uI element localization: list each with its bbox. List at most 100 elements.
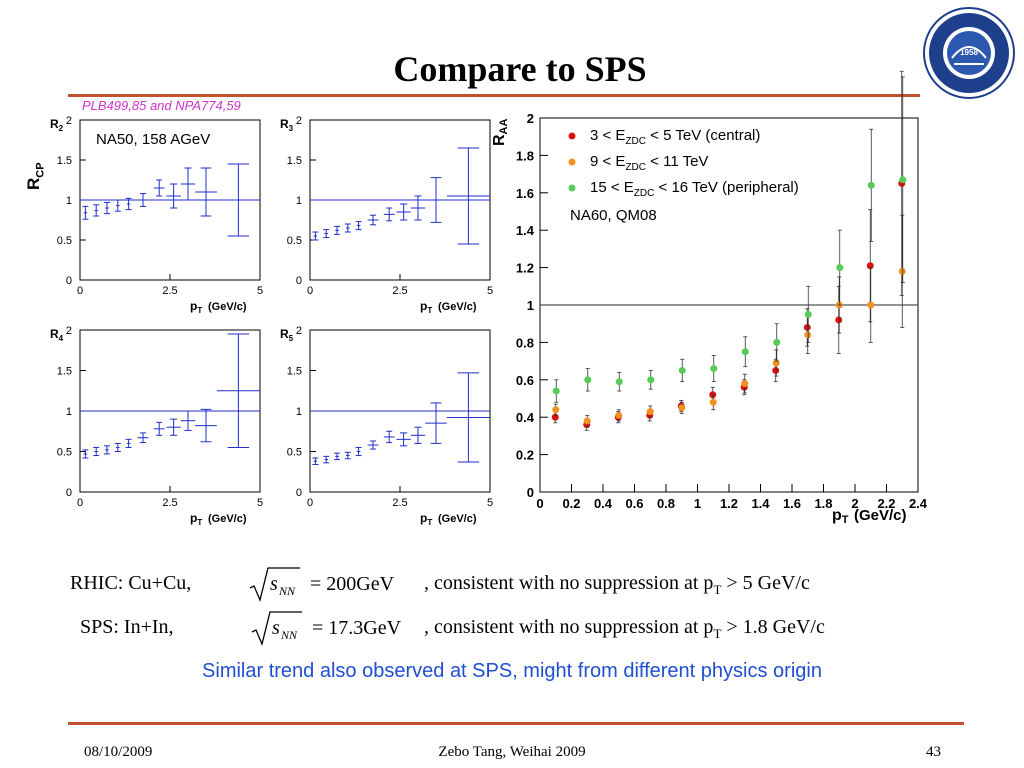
data-point (93, 204, 100, 217)
data-point (153, 179, 165, 197)
y-axis-label: R3 (280, 117, 294, 133)
data-point (137, 193, 149, 207)
data-point (367, 440, 379, 450)
x-tick-label: 2.5 (162, 285, 177, 297)
data-point (125, 197, 132, 211)
x-tick-label: 0.2 (562, 496, 580, 511)
data-point (710, 365, 718, 373)
y-tick-label: 0.5 (287, 447, 302, 459)
data-point (367, 214, 379, 226)
legend-entry: 3 < EZDC < 5 TeV (central) (590, 127, 760, 147)
legend-marker (568, 184, 576, 192)
data-point (180, 410, 196, 431)
data-point (312, 457, 319, 465)
data-point (216, 163, 260, 237)
data-point (615, 378, 623, 386)
x-tick-label: 0.4 (594, 496, 613, 511)
panel-r2: 0 0.5 1 1.5 2 0 2.5 5 R2 pT (GeV/c) NA50, 158 AGeV (50, 115, 263, 315)
data-point (584, 376, 592, 384)
legend-marker (568, 132, 576, 140)
data-point (93, 446, 100, 457)
data-point (195, 408, 217, 443)
y-tick-label: 1.5 (287, 155, 302, 167)
x-tick-label: 1 (694, 496, 701, 511)
data-point (334, 225, 340, 235)
x-tick-label: 1.6 (783, 496, 801, 511)
data-point (446, 372, 490, 463)
data-point (615, 411, 623, 419)
x-axis-label-p: pT (190, 299, 202, 315)
x-axis-label-p: pT (420, 511, 432, 527)
sps-conclusion: , consistent with no suppression at pT >… (424, 616, 825, 642)
y-tick-label: 2 (527, 111, 534, 126)
x-tick-label: 0 (77, 285, 83, 297)
data-point (803, 323, 811, 331)
panel-raa: 0 0.2 0.4 0.6 0.8 1 1.2 1.4 1.6 1.8 2 0 0.2 0.4 0.6 0.8… (491, 70, 928, 526)
legend-entry: 9 < EZDC < 11 TeV (590, 153, 708, 173)
slide-title: Compare to SPS (393, 49, 647, 89)
data-point (678, 366, 686, 374)
y-tick-label: 0.6 (516, 373, 534, 388)
x-tick-label: 5 (487, 285, 493, 297)
y-tick-label: 0 (66, 487, 72, 499)
y-axis-label: R5 (280, 327, 294, 343)
y-tick-label: 1.4 (516, 223, 535, 238)
x-tick-label: 5 (257, 497, 263, 509)
x-tick-label: 0 (307, 497, 313, 509)
y-tick-label: 0.5 (57, 447, 72, 459)
panel-annotation: NA60, QM08 (570, 207, 657, 224)
rhic-sqrt-nn: NN (278, 584, 296, 598)
rhic-line: RHIC: Cu+Cu, (70, 572, 191, 595)
logo-year: 1958 (960, 48, 978, 57)
y-tick-label: 1 (296, 195, 302, 207)
data-point (678, 404, 686, 412)
series-0 (551, 70, 906, 431)
x-tick-label: 2 (851, 496, 858, 511)
data-point (180, 167, 196, 201)
x-axis-label-unit: (GeV/c) (438, 301, 477, 313)
series-2 (552, 76, 907, 403)
y-axis-label: R4 (50, 327, 64, 343)
data-point (741, 380, 749, 388)
page-number: 43 (926, 744, 941, 760)
data-point (772, 366, 780, 374)
sps-sqrt-formula: s NN = 17.3GeV (251, 611, 402, 647)
data-point (104, 445, 110, 455)
x-tick-label: 5 (487, 497, 493, 509)
x-axis-label-p: pT (832, 507, 849, 526)
data-point (323, 229, 330, 239)
y-tick-label: 1.8 (516, 148, 534, 163)
data-point (334, 452, 340, 461)
data-point (899, 176, 907, 184)
data-point (114, 199, 121, 212)
x-axis-label-unit: (GeV/c) (438, 513, 477, 525)
x-tick-label: 5 (257, 285, 263, 297)
data-point (835, 316, 843, 324)
data-point (104, 201, 110, 215)
x-tick-label: 2.5 (392, 497, 407, 509)
y-tick-label: 0 (66, 275, 72, 287)
legend-entry: 15 < EZDC < 16 TeV (peripheral) (590, 179, 799, 199)
x-tick-label: 1.2 (720, 496, 738, 511)
data-point (836, 264, 844, 272)
data-point (396, 203, 411, 221)
y-tick-label: 1 (296, 406, 302, 418)
data-point (425, 177, 447, 223)
data-point (709, 398, 717, 406)
y-tick-label: 2 (296, 325, 302, 337)
data-point (772, 359, 780, 367)
x-axis-label-unit: (GeV/c) (208, 513, 247, 525)
footer-author: Zebo Tang, Weihai 2009 (438, 744, 586, 760)
y-tick-label: 0.5 (287, 235, 302, 247)
data-point (446, 147, 490, 245)
data-point (166, 418, 181, 436)
data-point (647, 376, 655, 384)
data-point (552, 406, 560, 414)
y-tick-label: 1.6 (516, 186, 534, 201)
x-axis-label-p: pT (420, 299, 432, 315)
rhic-sqrt-formula: s NN = 200GeV (249, 567, 395, 603)
data-point (551, 413, 559, 421)
x-tick-label: 0 (77, 497, 83, 509)
y-tick-label: 0.2 (516, 448, 534, 463)
sps-prefix: SPS: In+In, (80, 616, 174, 638)
